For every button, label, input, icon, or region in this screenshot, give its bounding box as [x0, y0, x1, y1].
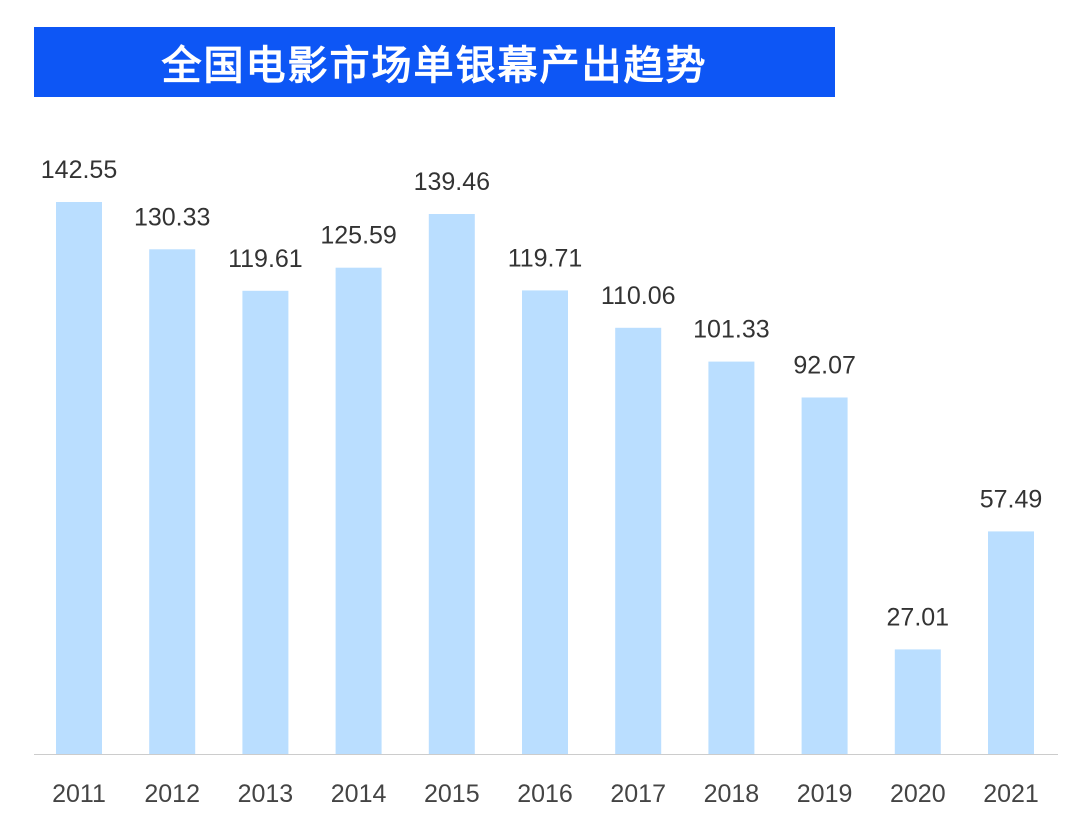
value-label-2017: 110.06 [601, 282, 676, 310]
value-label-2016: 119.71 [508, 244, 583, 272]
value-label-2015: 139.46 [414, 168, 490, 196]
x-tick-label-2014: 2014 [331, 780, 387, 808]
value-label-2020: 27.01 [887, 603, 950, 631]
bar-2013 [242, 290, 289, 754]
bar-2020 [894, 649, 941, 754]
x-tick-label-2015: 2015 [424, 780, 480, 808]
value-labels-group: 142.55 130.33 119.61 125.59 139.46 119.71 110.… [41, 156, 1043, 631]
x-tick-label-2011: 2011 [52, 780, 106, 808]
title-banner: 全国电影市场单银幕产出趋势 [34, 27, 835, 97]
x-tick-label-2021: 2021 [983, 780, 1039, 808]
value-label-2019: 92.07 [793, 352, 856, 380]
x-tick-label-2012: 2012 [144, 780, 200, 808]
value-label-2021: 57.49 [980, 485, 1043, 513]
value-label-2014: 125.59 [320, 222, 396, 250]
bars-group [56, 202, 1034, 755]
bar-2012 [149, 249, 196, 755]
x-tick-labels-group: 2011 2012 2013 2014 2015 2016 2017 2018 2019 2020… [52, 780, 1039, 808]
value-label-2018: 101.33 [693, 316, 769, 344]
x-tick-label-2016: 2016 [517, 780, 573, 808]
x-tick-label-2013: 2013 [238, 780, 294, 808]
bar-2014 [335, 267, 382, 754]
x-tick-label-2018: 2018 [704, 780, 760, 808]
value-label-2011: 142.55 [41, 156, 117, 184]
bar-2017 [615, 327, 662, 754]
bar-2011 [56, 202, 102, 754]
bar-2019 [801, 397, 848, 754]
value-label-2012: 130.33 [134, 203, 210, 231]
x-tick-label-2020: 2020 [890, 780, 946, 808]
bar-2015 [428, 214, 475, 754]
bar-2021 [988, 531, 1034, 754]
chart-title: 全国电影市场单银幕产出趋势 [161, 43, 708, 89]
bar-2016 [522, 290, 568, 754]
x-tick-label-2017: 2017 [610, 780, 666, 808]
value-label-2013: 119.61 [228, 245, 303, 273]
x-tick-label-2019: 2019 [797, 780, 853, 808]
bar-2018 [708, 361, 755, 754]
